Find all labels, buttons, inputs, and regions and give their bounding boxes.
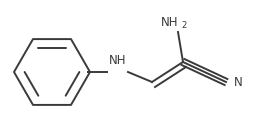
Text: N: N (234, 76, 242, 88)
Text: NH: NH (161, 15, 178, 29)
Text: NH: NH (109, 53, 127, 67)
Text: 2: 2 (181, 20, 186, 29)
